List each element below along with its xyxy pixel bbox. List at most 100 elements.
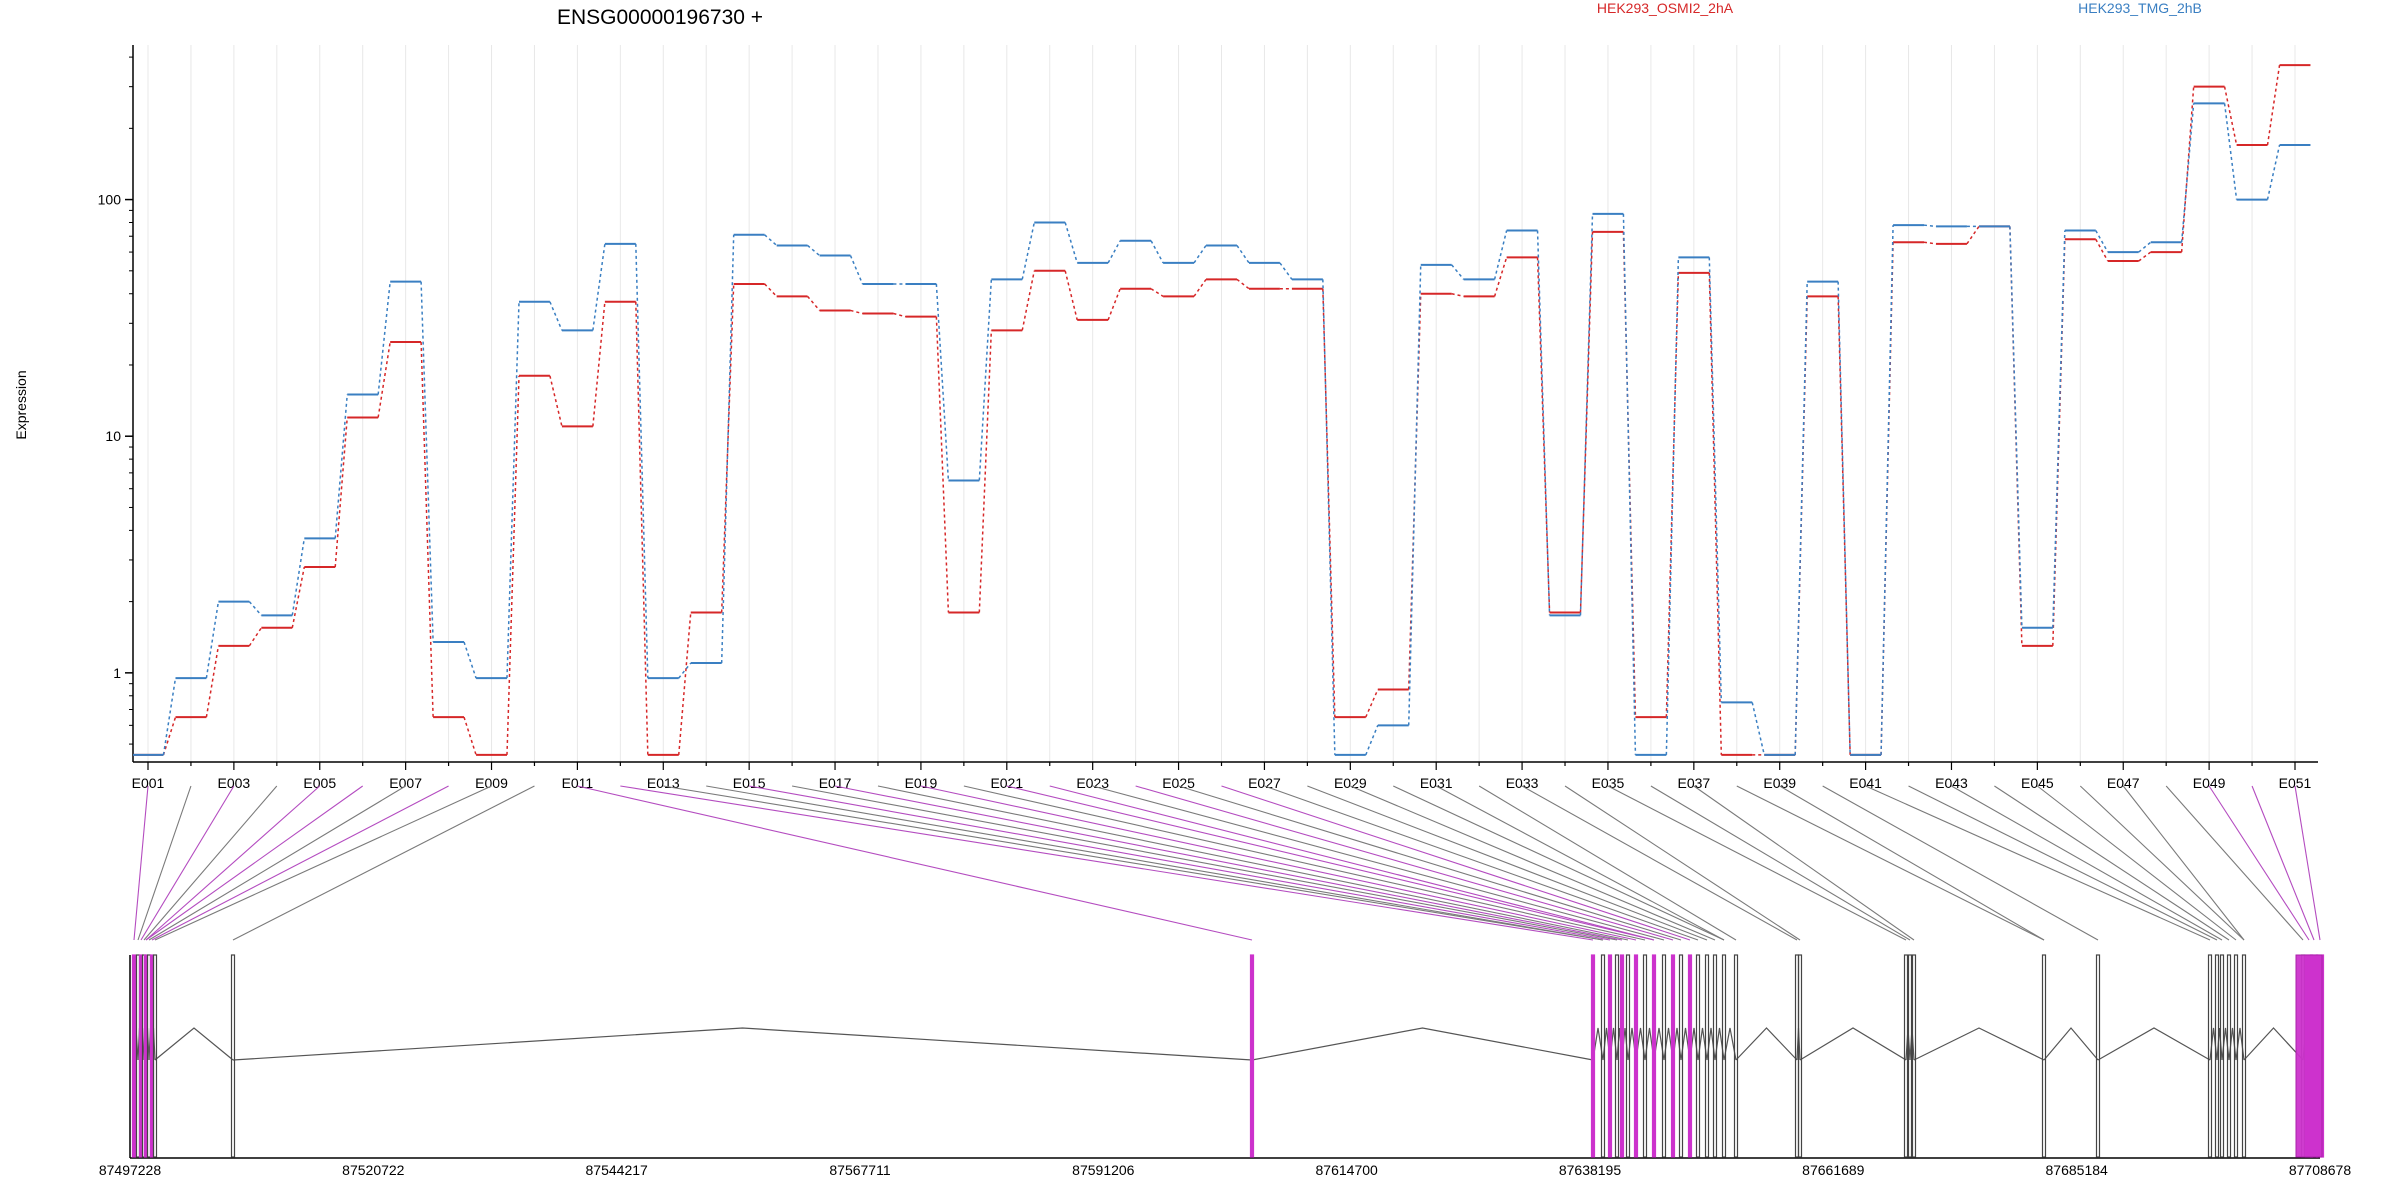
series-2-transition bbox=[420, 281, 434, 643]
intron-line bbox=[2097, 1027, 2211, 1061]
exon-connector-line bbox=[232, 785, 535, 941]
series-2-transition bbox=[463, 641, 477, 679]
exon-connector-line bbox=[1435, 785, 1725, 941]
exon-connector-line bbox=[1264, 785, 1699, 941]
exon-connector-line bbox=[1779, 785, 2045, 941]
exon-bar bbox=[2233, 954, 2239, 1158]
exon-connector-line bbox=[143, 785, 278, 941]
series-2-transition bbox=[935, 283, 950, 481]
series-2-transition bbox=[549, 301, 563, 331]
exon-connector-line bbox=[2251, 785, 2315, 941]
exon-connector-line bbox=[963, 785, 1646, 941]
x-tick-label: E039 bbox=[1763, 775, 1796, 791]
exon-connector-line bbox=[154, 785, 492, 941]
intron-line bbox=[2043, 1027, 2099, 1061]
genomic-coordinate-label: 87708678 bbox=[2289, 1162, 2352, 1178]
exon-bar bbox=[1733, 954, 1739, 1158]
series-2-transition bbox=[1794, 281, 1808, 755]
exon-bar bbox=[1642, 954, 1648, 1158]
exon-bar bbox=[1678, 954, 1684, 1158]
exon-connector-line bbox=[2037, 785, 2237, 941]
x-tick-label: E033 bbox=[1506, 775, 1539, 791]
series-1-transition bbox=[377, 341, 391, 418]
exon-connector-line bbox=[2294, 785, 2321, 941]
series-2-transition bbox=[1837, 281, 1851, 755]
exon-connector-line bbox=[1865, 785, 2211, 941]
series-2-transition bbox=[1579, 213, 1594, 616]
series-1-transition bbox=[592, 301, 606, 427]
series-2-transition bbox=[1150, 240, 1164, 264]
exon-connector-line bbox=[791, 785, 1618, 941]
exon-connector-line bbox=[2208, 785, 2310, 941]
series-2 bbox=[133, 102, 2311, 756]
exon-connector-line bbox=[151, 785, 449, 941]
exon-bar bbox=[2095, 954, 2101, 1158]
series-1-transition bbox=[764, 283, 778, 297]
series-2-transition bbox=[2180, 103, 2195, 243]
exon-bar bbox=[1670, 954, 1676, 1158]
series-2-transition bbox=[1880, 225, 1894, 755]
series-2-transition bbox=[291, 538, 306, 616]
series-1-transition bbox=[1451, 293, 1464, 298]
exon-connector-line bbox=[137, 785, 192, 941]
x-tick-label: E019 bbox=[905, 775, 938, 791]
series-2-transition bbox=[1665, 257, 1680, 755]
grid-lines bbox=[147, 45, 2296, 762]
legend-label-series-1: HEK293_OSMI2_2hA bbox=[1597, 0, 1734, 16]
x-tick-label: E005 bbox=[303, 775, 336, 791]
exon-bar bbox=[1625, 954, 1631, 1158]
series-1-transition bbox=[1236, 278, 1250, 290]
chart-title: ENSG00000196730 + bbox=[557, 6, 763, 29]
exon-bar bbox=[1911, 954, 1917, 1158]
exon-connector-line bbox=[749, 785, 1611, 941]
series-2-transition bbox=[1279, 262, 1293, 280]
series-2-transition bbox=[807, 244, 821, 257]
series-2-transition bbox=[1021, 222, 1036, 280]
exon-connector-line bbox=[663, 785, 1604, 941]
y-tick-label: 1 bbox=[113, 665, 121, 681]
series-1-transition bbox=[677, 612, 692, 755]
series-1-transition bbox=[1708, 272, 1723, 755]
series-2-transition bbox=[1451, 264, 1465, 280]
series-1-transition bbox=[420, 342, 434, 718]
series-1-transition bbox=[1193, 278, 1207, 297]
y-tick-label: 10 bbox=[105, 428, 121, 444]
series-1-transition bbox=[463, 716, 477, 756]
series-1-transition bbox=[549, 375, 563, 427]
series-2-transition bbox=[1622, 213, 1637, 755]
series-2-transition bbox=[592, 243, 606, 331]
series-1-transition bbox=[1880, 242, 1894, 755]
series-2-transition bbox=[1923, 224, 1937, 228]
x-tick-label: E047 bbox=[2107, 775, 2140, 791]
exon-connector-line bbox=[877, 785, 1629, 941]
exon-connector-line bbox=[148, 785, 406, 941]
intron-line bbox=[2243, 1027, 2304, 1061]
exon-connector-line bbox=[2165, 785, 2304, 941]
genomic-coordinate-label: 87567711 bbox=[829, 1162, 890, 1178]
series-2-transition bbox=[1365, 725, 1379, 756]
x-tick-label: E035 bbox=[1592, 775, 1625, 791]
exon-connector-line bbox=[577, 785, 1253, 941]
exon-bar bbox=[1633, 954, 1639, 1158]
x-tick-label: E007 bbox=[389, 775, 422, 791]
x-tick-label: E025 bbox=[1162, 775, 1195, 791]
exon-connector-line bbox=[1994, 785, 2230, 941]
y-axis-label: Expression bbox=[13, 370, 29, 439]
exon-bar bbox=[2219, 954, 2225, 1158]
series-1-transition bbox=[2180, 86, 2195, 253]
intron-line bbox=[2216, 1027, 2223, 1061]
series-1-transition bbox=[1837, 296, 1851, 755]
exon-connector-line bbox=[1478, 785, 1737, 941]
genomic-coordinate-label: 87638195 bbox=[1559, 1162, 1622, 1178]
exon-connector-line bbox=[140, 785, 235, 941]
x-tick-label: E003 bbox=[218, 775, 251, 791]
x-tick-label: E029 bbox=[1334, 775, 1367, 791]
exon-connector-line bbox=[133, 785, 149, 941]
exon-connector-line bbox=[1393, 785, 1725, 941]
genomic-coordinate-label: 87685184 bbox=[2046, 1162, 2109, 1178]
exon-connector-line bbox=[920, 785, 1637, 941]
series-2-transition bbox=[635, 243, 649, 679]
genomic-coordinate-label: 87544217 bbox=[586, 1162, 649, 1178]
series-2-transition bbox=[2138, 241, 2152, 253]
x-tick-label: E037 bbox=[1677, 775, 1710, 791]
